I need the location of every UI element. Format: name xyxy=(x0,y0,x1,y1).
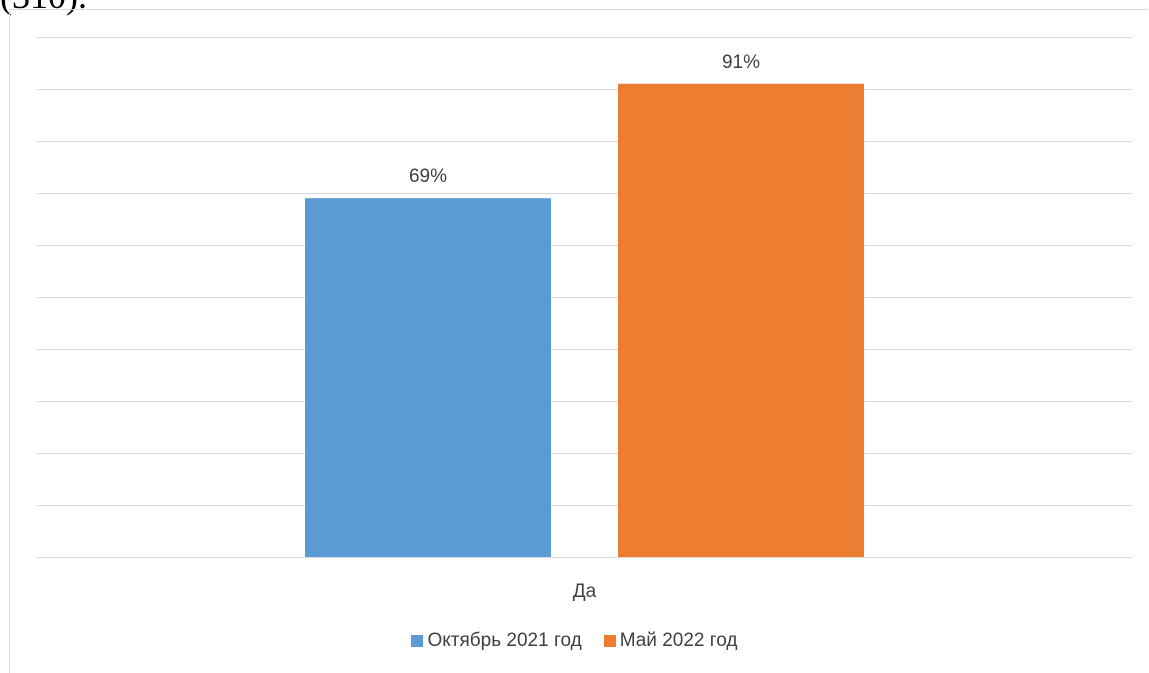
bar-series-2 xyxy=(618,83,864,558)
legend-label-series-1: Октябрь 2021 год xyxy=(427,630,582,651)
gridlines xyxy=(37,37,1132,558)
data-label-series-1: 69% xyxy=(409,166,447,187)
page-text-fragment: (310). xyxy=(0,0,87,14)
legend-swatch-series-1 xyxy=(411,635,424,647)
legend-item-series-2: Май 2022 год xyxy=(603,630,738,652)
chart-area-border xyxy=(9,9,1148,673)
x-axis-ticks: Да xyxy=(573,581,597,602)
legend-item-series-1: Октябрь 2021 год xyxy=(411,630,582,652)
data-label-series-2: 91% xyxy=(722,52,760,73)
x-tick-label: Да xyxy=(573,581,597,602)
legend: Октябрь 2021 год Май 2022 год xyxy=(0,630,1149,652)
bar-series-1 xyxy=(305,198,551,557)
legend-label-series-2: Май 2022 год xyxy=(619,630,738,651)
data-labels: 69% 91% xyxy=(409,52,760,187)
bars xyxy=(305,83,864,558)
legend-swatch-series-2 xyxy=(603,635,616,647)
